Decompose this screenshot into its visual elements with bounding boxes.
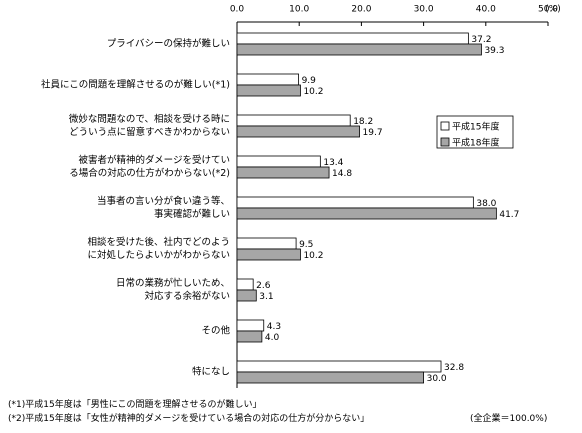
value-label: 39.3: [484, 46, 504, 56]
value-label: 2.6: [256, 281, 271, 291]
value-label: 9.9: [302, 76, 317, 86]
x-tick-label: 50.0: [538, 5, 558, 15]
x-axis-unit: (%): [545, 5, 561, 15]
legend-swatch: [440, 137, 450, 147]
x-tick-label: 10.0: [289, 5, 309, 15]
value-label: 38.0: [476, 199, 496, 209]
value-label: 10.2: [303, 87, 323, 97]
legend-swatch: [440, 121, 450, 131]
bar: [236, 237, 297, 250]
category-label: 相談を受けた後、社内でどのよう に対処したらよいかがわからない: [87, 237, 230, 261]
value-label: 18.2: [353, 117, 373, 127]
category-label: プライバシーの保持が難しい: [106, 38, 230, 50]
value-label: 37.2: [471, 35, 491, 45]
bar: [236, 32, 469, 45]
category-label: 特になし: [191, 366, 230, 378]
bar: [236, 43, 482, 56]
x-tick-label: 20.0: [351, 5, 371, 15]
bar: [236, 125, 360, 138]
bar: [236, 84, 301, 97]
bar: [236, 360, 442, 373]
bar: [236, 371, 425, 384]
category-label: その他: [201, 325, 230, 337]
category-label: 当事者の言い分が食い違う等、 事実確認が難しい: [96, 196, 230, 220]
x-tick-label: 40.0: [476, 5, 496, 15]
value-label: 13.4: [323, 158, 343, 168]
value-label: 10.2: [303, 251, 323, 261]
footnote: (*1)平成15年度は「男性にこの問題を理解させるのが難しい」: [8, 400, 262, 410]
value-label: 32.8: [444, 363, 464, 373]
category-label: 微妙な問題なので、相談を受ける時に どういう点に留意すべきかわからない: [68, 114, 230, 138]
category-label: 被害者が精神的ダメージを受けてい る場合の対応の仕方がわからない(*2): [69, 155, 230, 179]
value-label: 4.3: [267, 322, 281, 332]
value-label: 9.5: [299, 240, 313, 250]
bar: [236, 319, 265, 332]
x-tick-label: 30.0: [414, 5, 434, 15]
bar: [236, 155, 321, 168]
bar: [236, 196, 474, 209]
bar: [236, 114, 351, 127]
value-label: 4.0: [265, 333, 280, 343]
legend-label: 平成15年度: [452, 121, 499, 133]
bar: [236, 330, 263, 343]
value-label: 41.7: [499, 210, 519, 220]
bar: [236, 207, 497, 220]
bar: [236, 73, 299, 86]
note: (全企業＝100.0%): [470, 414, 548, 424]
legend-label: 平成18年度: [452, 137, 499, 149]
bar: [236, 289, 257, 302]
bar: [236, 166, 330, 179]
footnote: (*2)平成15年度は「女性が精神的ダメージを受けている場合の対応の仕方が分から…: [8, 414, 370, 424]
value-label: 14.8: [332, 169, 352, 179]
x-tick-label: 0.0: [230, 5, 245, 15]
value-label: 19.7: [363, 128, 383, 138]
bar: [236, 278, 254, 291]
value-label: 3.1: [259, 292, 273, 302]
category-label: 日常の業務が忙しいため、 対応する余裕がない: [115, 278, 230, 302]
value-label: 30.0: [427, 374, 447, 384]
category-label: 社員にこの問題を理解させるのが難しい(*1): [40, 79, 230, 91]
bar: [236, 248, 301, 261]
legend-box: [436, 115, 514, 149]
